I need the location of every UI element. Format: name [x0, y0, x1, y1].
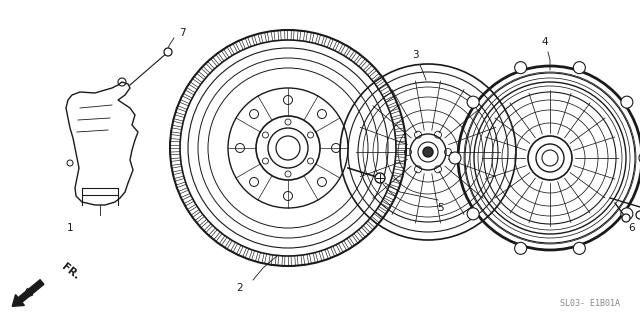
Circle shape — [307, 132, 314, 138]
Circle shape — [449, 152, 461, 164]
Circle shape — [621, 208, 633, 220]
Text: 1: 1 — [67, 223, 74, 233]
Circle shape — [262, 132, 269, 138]
Circle shape — [622, 214, 630, 222]
Circle shape — [262, 158, 269, 164]
Text: 4: 4 — [541, 37, 548, 47]
Circle shape — [515, 242, 527, 254]
Circle shape — [423, 147, 433, 157]
Circle shape — [639, 152, 640, 164]
FancyArrow shape — [12, 280, 44, 306]
Text: 3: 3 — [412, 50, 419, 60]
Circle shape — [164, 48, 172, 56]
Circle shape — [621, 96, 633, 108]
Circle shape — [285, 171, 291, 177]
Circle shape — [307, 158, 314, 164]
Circle shape — [573, 242, 586, 254]
Text: 7: 7 — [179, 28, 186, 38]
Circle shape — [515, 62, 527, 74]
Text: 2: 2 — [237, 283, 243, 293]
Text: FR.: FR. — [60, 262, 81, 282]
Circle shape — [636, 211, 640, 219]
Circle shape — [375, 173, 385, 183]
Text: 5: 5 — [436, 203, 444, 213]
Circle shape — [467, 96, 479, 108]
Circle shape — [285, 119, 291, 125]
Text: 6: 6 — [628, 223, 636, 233]
Circle shape — [542, 150, 558, 166]
Circle shape — [467, 208, 479, 220]
Circle shape — [573, 62, 586, 74]
Text: SL03- E1B01A: SL03- E1B01A — [560, 299, 620, 308]
